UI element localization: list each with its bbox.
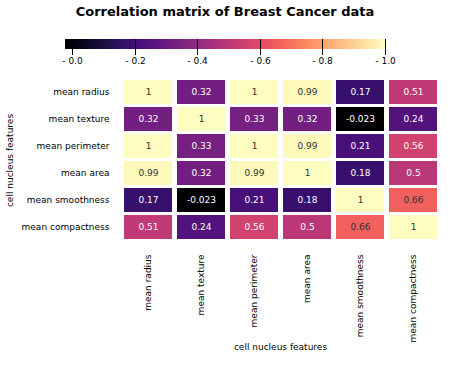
- svg-text:mean area: mean area: [302, 255, 312, 303]
- svg-text:0.56: 0.56: [244, 222, 264, 232]
- svg-text:1: 1: [199, 114, 205, 124]
- svg-text:1: 1: [146, 87, 152, 97]
- svg-text:0.66: 0.66: [403, 195, 423, 205]
- svg-text:0.32: 0.32: [138, 114, 158, 124]
- svg-text:mean texture: mean texture: [196, 254, 206, 315]
- svg-text:0.18: 0.18: [297, 195, 317, 205]
- svg-text:0.24: 0.24: [191, 222, 211, 232]
- svg-text:mean smoothness: mean smoothness: [27, 195, 110, 205]
- svg-text:- 0.8: - 0.8: [312, 56, 333, 66]
- svg-text:- 1.0: - 1.0: [375, 56, 396, 66]
- svg-text:0.33: 0.33: [244, 114, 264, 124]
- svg-text:-0.023: -0.023: [187, 195, 216, 205]
- svg-text:0.66: 0.66: [350, 222, 370, 232]
- svg-text:mean perimeter: mean perimeter: [37, 141, 110, 151]
- svg-text:mean radius: mean radius: [143, 254, 153, 311]
- svg-text:1: 1: [252, 87, 258, 97]
- svg-text:1: 1: [411, 222, 417, 232]
- svg-text:0.17: 0.17: [138, 195, 158, 205]
- svg-text:mean compactness: mean compactness: [22, 222, 110, 232]
- svg-text:0.51: 0.51: [138, 222, 158, 232]
- html-text:Correlation matrix of Breast C: Correlation matrix of Breast Cancer data: [75, 4, 375, 19]
- svg-text:mean area: mean area: [61, 168, 109, 178]
- svg-text:mean smoothness: mean smoothness: [355, 254, 365, 337]
- svg-text:-0.023: -0.023: [346, 114, 375, 124]
- svg-text:0.24: 0.24: [403, 114, 423, 124]
- svg-text:0.99: 0.99: [138, 168, 158, 178]
- svg-text:1: 1: [146, 141, 152, 151]
- svg-text:cell nucleus features: cell nucleus features: [5, 114, 15, 207]
- svg-text:0.56: 0.56: [403, 141, 423, 151]
- svg-text:1: 1: [252, 141, 258, 151]
- svg-text:mean radius: mean radius: [53, 87, 110, 97]
- svg-text:- 0.4: - 0.4: [187, 56, 208, 66]
- svg-text:0.17: 0.17: [350, 87, 370, 97]
- svg-text:0.99: 0.99: [297, 87, 317, 97]
- svg-text:- 0.6: - 0.6: [250, 56, 271, 66]
- svg-text:0.33: 0.33: [191, 141, 211, 151]
- svg-text:mean compactness: mean compactness: [408, 254, 418, 342]
- svg-text:0.18: 0.18: [350, 168, 370, 178]
- svg-text:mean perimeter: mean perimeter: [249, 254, 259, 327]
- svg-text:0.99: 0.99: [297, 141, 317, 151]
- svg-text:cell nucleus features: cell nucleus features: [234, 342, 327, 352]
- svg-text:0.32: 0.32: [191, 168, 211, 178]
- svg-text:0.32: 0.32: [297, 114, 317, 124]
- svg-text:0.21: 0.21: [244, 195, 264, 205]
- svg-text:0.5: 0.5: [300, 222, 314, 232]
- svg-text:- 0.0: - 0.0: [62, 56, 83, 66]
- svg-text:1: 1: [358, 195, 364, 205]
- svg-text:- 0.2: - 0.2: [125, 56, 145, 66]
- svg-text:0.21: 0.21: [350, 141, 370, 151]
- svg-text:0.99: 0.99: [244, 168, 264, 178]
- svg-text:0.32: 0.32: [191, 87, 211, 97]
- svg-text:0.5: 0.5: [406, 168, 420, 178]
- svg-text:1: 1: [305, 168, 311, 178]
- svg-text:mean texture: mean texture: [49, 114, 110, 124]
- svg-text:0.51: 0.51: [403, 87, 423, 97]
